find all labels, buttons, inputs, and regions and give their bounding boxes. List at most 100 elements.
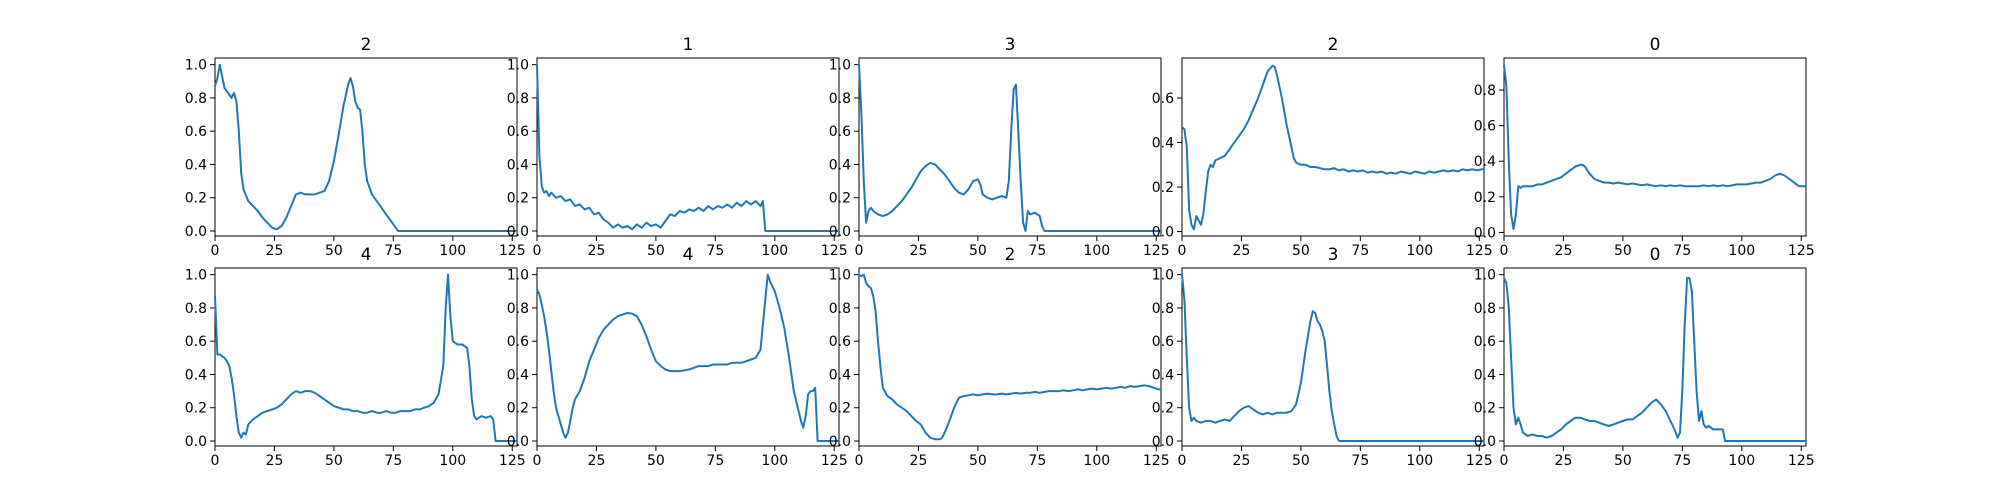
y-tick-label: 0.0 <box>1474 434 1496 450</box>
y-tick-label: 0.2 <box>829 191 851 207</box>
x-tick-label: 100 <box>1728 243 1755 259</box>
y-tick-label: 0.6 <box>1474 334 1496 350</box>
x-tick-label: 75 <box>706 453 724 469</box>
subplot-2: 1 0 25 50 75 100 125 0.0 0.2 0.4 0.6 0.8 1.0 <box>507 35 848 259</box>
x-tick-label: 25 <box>266 453 284 469</box>
y-tick-label: 0.0 <box>185 224 207 240</box>
y-tick-label: 0.8 <box>185 301 207 317</box>
x-tick-label: 50 <box>647 453 665 469</box>
x-tick-label: 75 <box>384 453 402 469</box>
x-tick-label: 75 <box>1673 243 1691 259</box>
x-tick-label: 125 <box>1788 243 1815 259</box>
y-tick-label: 1.0 <box>185 58 207 74</box>
plot-frame <box>214 57 518 237</box>
y-tick-label: 0.8 <box>1474 301 1496 317</box>
x-tick-label: 125 <box>1466 243 1493 259</box>
subplot-3: 3 0 25 50 75 100 125 0.0 0.2 0.4 0.6 0.8 1.0 <box>829 35 1170 259</box>
y-tick-label: 0.4 <box>507 157 529 173</box>
x-tick-label: 100 <box>761 453 788 469</box>
x-tick-label: 125 <box>1143 453 1170 469</box>
x-tick-label: 100 <box>1083 243 1110 259</box>
y-tick-label: 0.0 <box>829 224 851 240</box>
y-tick-label: 0.4 <box>1152 367 1174 383</box>
y-tick-label: 0.8 <box>1152 301 1174 317</box>
y-tick-label: 0.8 <box>829 301 851 317</box>
x-tick-label: 25 <box>910 453 928 469</box>
x-tick-label: 25 <box>1233 243 1251 259</box>
x-tick-label: 25 <box>1555 453 1573 469</box>
y-tick-label: 0.6 <box>829 124 851 140</box>
series-line <box>214 63 518 232</box>
x-tick-label: 50 <box>1292 243 1310 259</box>
y-tick-label: 0.0 <box>1152 225 1174 241</box>
subplot-title: 0 <box>1650 245 1661 265</box>
x-tick-label: 0 <box>855 453 864 469</box>
x-tick-label: 100 <box>1728 453 1755 469</box>
x-tick-label: 75 <box>706 243 724 259</box>
subplot-4: 2 0 25 50 75 100 125 0.0 0.2 0.4 0.6 <box>1152 35 1493 259</box>
x-tick-label: 100 <box>1083 453 1110 469</box>
y-tick-label: 0.4 <box>1152 136 1174 152</box>
x-tick-label: 0 <box>211 453 220 469</box>
x-tick-label: 50 <box>969 453 987 469</box>
x-tick-label: 75 <box>1351 453 1369 469</box>
series-line <box>214 273 518 442</box>
plot-frame <box>214 267 518 447</box>
subplot-6: 4 0 25 50 75 100 125 0.0 0.2 0.4 0.6 0.8 1.0 <box>185 245 526 469</box>
y-tick-label: 0.6 <box>1474 119 1496 135</box>
x-tick-label: 25 <box>1233 453 1251 469</box>
y-tick-label: 0.8 <box>185 91 207 107</box>
x-tick-label: 100 <box>761 243 788 259</box>
y-tick-label: 0.2 <box>1152 401 1174 417</box>
y-tick-label: 0.4 <box>1474 154 1496 170</box>
y-tick-label: 1.0 <box>829 268 851 284</box>
y-tick-label: 0.8 <box>507 91 529 107</box>
plot-frame <box>536 267 840 447</box>
y-tick-label: 0.0 <box>1152 434 1174 450</box>
y-tick-label: 0.4 <box>507 367 529 383</box>
plot-frame <box>1503 267 1807 447</box>
y-tick-label: 0.2 <box>1152 180 1174 196</box>
subplot-title: 4 <box>683 245 694 265</box>
y-tick-label: 0.6 <box>185 124 207 140</box>
subplot-title: 4 <box>361 245 372 265</box>
series-line <box>858 63 1162 232</box>
y-tick-label: 0.8 <box>1474 83 1496 99</box>
y-tick-label: 0.6 <box>1152 91 1174 107</box>
x-tick-label: 25 <box>1555 243 1573 259</box>
plot-frame <box>1503 57 1807 237</box>
x-tick-label: 0 <box>1178 453 1187 469</box>
y-tick-label: 0.2 <box>185 191 207 207</box>
subplot-5: 0 0 25 50 75 100 125 0.0 0.2 0.4 0.6 0.8 <box>1474 35 1815 259</box>
subplot-8: 2 0 25 50 75 100 125 0.0 0.2 0.4 0.6 0.8 1.0 <box>829 245 1170 469</box>
y-tick-label: 0.0 <box>829 434 851 450</box>
x-tick-label: 0 <box>855 243 864 259</box>
y-tick-label: 0.4 <box>185 367 207 383</box>
x-tick-label: 25 <box>910 243 928 259</box>
x-tick-label: 125 <box>821 243 848 259</box>
subplot-title: 2 <box>1328 35 1339 55</box>
series-line <box>536 273 840 442</box>
y-tick-label: 0.0 <box>185 434 207 450</box>
y-tick-label: 0.6 <box>507 124 529 140</box>
y-tick-label: 0.2 <box>185 401 207 417</box>
y-tick-label: 0.2 <box>1474 401 1496 417</box>
y-tick-label: 1.0 <box>507 268 529 284</box>
x-tick-label: 75 <box>384 243 402 259</box>
x-tick-label: 100 <box>439 243 466 259</box>
plot-frame <box>858 267 1162 447</box>
y-tick-label: 1.0 <box>1152 268 1174 284</box>
x-tick-label: 25 <box>588 453 606 469</box>
x-tick-label: 50 <box>969 243 987 259</box>
x-tick-label: 25 <box>266 243 284 259</box>
x-tick-label: 125 <box>1466 453 1493 469</box>
plot-frame <box>536 57 840 237</box>
plot-frame <box>1181 57 1485 237</box>
x-tick-label: 50 <box>647 243 665 259</box>
series-line <box>858 273 1162 441</box>
y-tick-label: 0.6 <box>185 334 207 350</box>
y-tick-label: 0.4 <box>1474 367 1496 383</box>
series-line <box>1181 273 1485 442</box>
x-tick-label: 125 <box>499 243 526 259</box>
